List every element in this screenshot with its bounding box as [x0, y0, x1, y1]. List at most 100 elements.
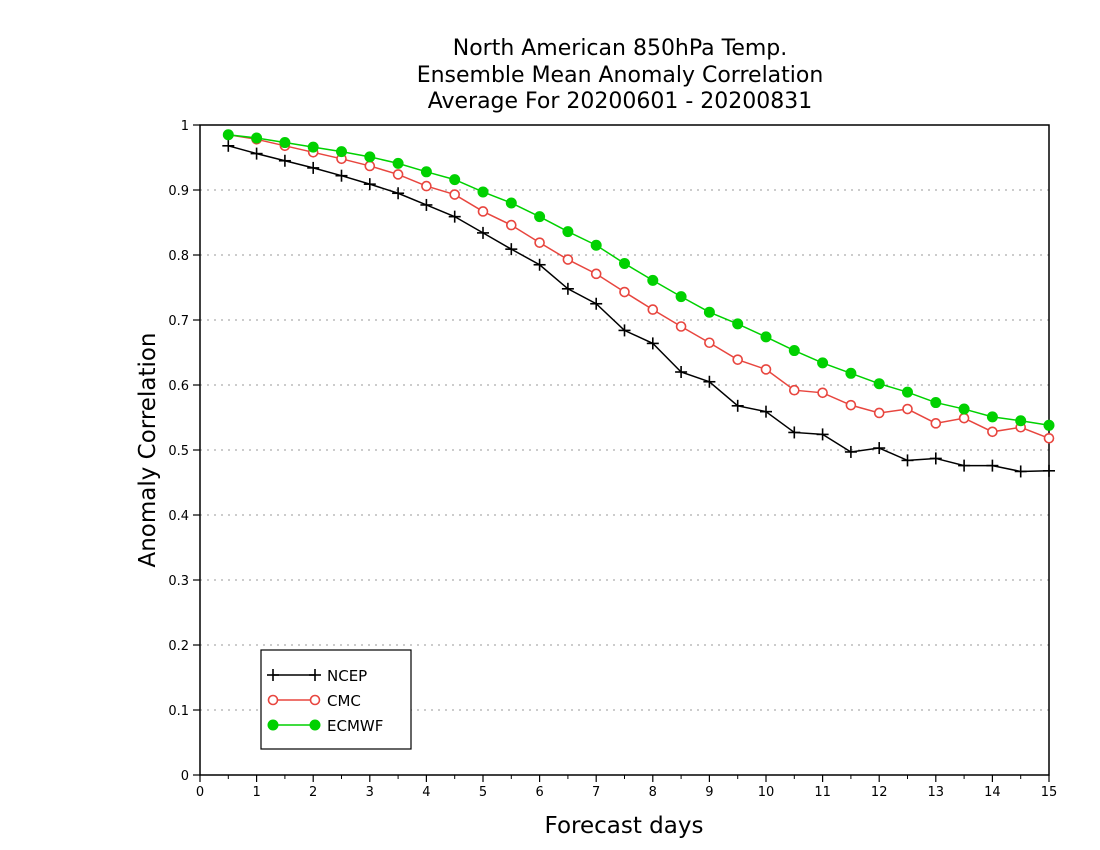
data-point-ecmwf [222, 129, 234, 141]
data-point-ncep [986, 459, 999, 472]
data-point-ncep [561, 282, 574, 295]
data-point-ecmwf [958, 403, 970, 415]
legend-item-ecmwf: ECMWF [267, 717, 383, 735]
y-tick-label: 0.4 [168, 509, 189, 524]
data-point-ncep [929, 452, 942, 465]
y-tick-label: 0.2 [168, 639, 189, 654]
y-tick-label: 0 [181, 769, 189, 784]
chart-title-line-3: Average For 20200601 - 20200831 [427, 89, 813, 114]
data-point-ecmwf [845, 367, 857, 379]
data-point-cmc [760, 364, 772, 375]
data-point-ecmwf [392, 157, 404, 169]
series-line-cmc [228, 134, 1050, 439]
data-point-cmc [1043, 432, 1055, 444]
x-tick-label: 11 [814, 785, 831, 800]
data-point-ncep [533, 258, 546, 271]
y-axis-title: Anomaly Correlation [135, 332, 161, 567]
ticks-layer: 00.10.20.30.40.50.60.70.80.910 1 2 3 4 5 6 7 8 9 1… [168, 119, 1057, 800]
series-ecmwf [222, 129, 1055, 431]
data-point-cmc [647, 304, 659, 315]
data-point-ncep [477, 226, 489, 239]
data-point-ecmwf [760, 331, 772, 343]
data-point-cmc [421, 180, 432, 192]
data-point-ncep [958, 459, 971, 472]
legend-marker-ecmwf [309, 719, 321, 731]
data-point-cmc [732, 354, 744, 365]
data-point-ncep [844, 445, 857, 458]
data-point-ecmwf [817, 357, 829, 369]
x-tick-label: 9 [705, 785, 713, 800]
data-point-ecmwf [590, 239, 602, 251]
data-point-cmc [449, 189, 461, 200]
data-point-ncep [618, 324, 631, 337]
data-point-ecmwf [477, 186, 489, 198]
x-tick-label: 13 [928, 785, 945, 800]
y-tick-label: 0.1 [168, 704, 189, 719]
y-tick-label: 0.6 [168, 379, 189, 394]
data-point-ecmwf [703, 306, 715, 318]
data-point-ecmwf [364, 151, 376, 163]
data-point-ecmwf [902, 386, 913, 398]
x-tick-label: 3 [366, 785, 374, 800]
series-layer [222, 129, 1055, 478]
data-point-ecmwf [1015, 415, 1027, 427]
data-point-ecmwf [647, 274, 659, 286]
data-point-ncep [278, 154, 291, 167]
x-tick-label: 0 [196, 785, 204, 800]
data-point-ecmwf [307, 141, 319, 153]
chart-title-line-1: North American 850hPa Temp. [452, 36, 788, 61]
data-point-cmc [704, 337, 715, 349]
data-point-cmc [477, 206, 489, 217]
y-tick-label: 0.7 [168, 314, 189, 329]
data-point-cmc [845, 399, 857, 411]
data-point-ncep [901, 454, 914, 467]
data-point-ncep [731, 399, 744, 412]
series-cmc [223, 129, 1055, 444]
data-point-cmc [505, 219, 517, 231]
data-point-ncep [816, 428, 829, 441]
legend: NCEP CMC ECMWF [260, 649, 412, 750]
data-point-ecmwf [1043, 419, 1055, 431]
legend-marker-ncep [309, 669, 321, 681]
data-point-ncep [363, 178, 376, 191]
data-point-ncep [675, 366, 688, 378]
data-point-cmc [817, 387, 828, 399]
data-point-ecmwf [562, 226, 574, 238]
series-ncep [222, 139, 1055, 478]
series-line-ncep [228, 145, 1050, 473]
y-tick-label: 0.9 [168, 184, 189, 199]
data-point-ecmwf [251, 132, 263, 144]
data-point-ncep [250, 147, 263, 160]
data-point-ncep [448, 210, 461, 223]
x-tick-label: 8 [649, 785, 657, 800]
legend-item-cmc: CMC [267, 692, 361, 710]
x-tick-label: 6 [535, 785, 543, 800]
data-point-ncep [1043, 464, 1055, 477]
y-tick-label: 0.5 [168, 444, 189, 459]
data-point-ecmwf [986, 411, 998, 423]
x-tick-label: 1 [252, 785, 260, 800]
data-point-ecmwf [619, 257, 630, 269]
x-tick-label: 10 [758, 785, 775, 800]
data-point-ncep [307, 161, 320, 174]
data-point-cmc [987, 426, 998, 438]
data-point-cmc [590, 268, 602, 280]
data-point-ncep [646, 337, 659, 350]
y-tick-label: 0.8 [168, 249, 189, 264]
data-point-ncep [420, 198, 433, 211]
data-point-ncep [703, 375, 716, 388]
data-point-cmc [392, 169, 404, 180]
legend-label-cmc: CMC [327, 692, 361, 710]
y-tick-label: 0.3 [168, 574, 189, 589]
chart-title-line-2: Ensemble Mean Anomaly Correlation [416, 63, 824, 88]
data-point-ecmwf [873, 378, 885, 390]
data-point-ecmwf [420, 166, 432, 178]
x-tick-label: 12 [871, 785, 888, 800]
data-point-cmc [958, 412, 970, 424]
grid-layer [200, 189, 1049, 711]
data-point-ncep [1014, 465, 1027, 478]
data-point-ncep [590, 297, 603, 310]
data-point-cmc [675, 321, 687, 332]
